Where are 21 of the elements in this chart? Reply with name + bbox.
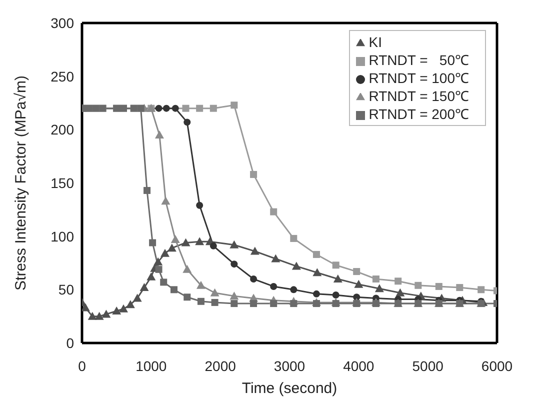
y-tick-label: 200 (50, 122, 74, 138)
y-tick-label: 50 (58, 282, 74, 298)
legend-label: RTNDT = 50℃ (368, 52, 469, 68)
y-tick-label: 0 (66, 334, 74, 351)
x-axis-title: Time (second) (242, 380, 338, 397)
x-tick-label: 5000 (412, 358, 444, 374)
y-tick-label: 250 (50, 68, 74, 84)
x-tick-label: 1000 (136, 358, 167, 374)
x-tick-label: 6000 (481, 358, 513, 374)
y-tick-label: 150 (50, 174, 74, 191)
y-tick-label: 300 (50, 14, 74, 31)
legend-label: RTNDT = 150℃ (368, 88, 469, 104)
x-tick-label: 4000 (343, 358, 374, 374)
x-tick-label: 2000 (204, 358, 236, 374)
y-tick-label: 100 (50, 228, 74, 244)
y-axis-title: Stress Intensity Factor (MPa√m) (12, 76, 30, 290)
legend-label: KI (368, 34, 382, 50)
x-tick-label: 3000 (274, 358, 306, 374)
x-tick-label: 0 (78, 358, 86, 374)
legend-label: RTNDT = 100℃ (368, 70, 469, 86)
legend-label: RTNDT = 200℃ (368, 106, 469, 122)
